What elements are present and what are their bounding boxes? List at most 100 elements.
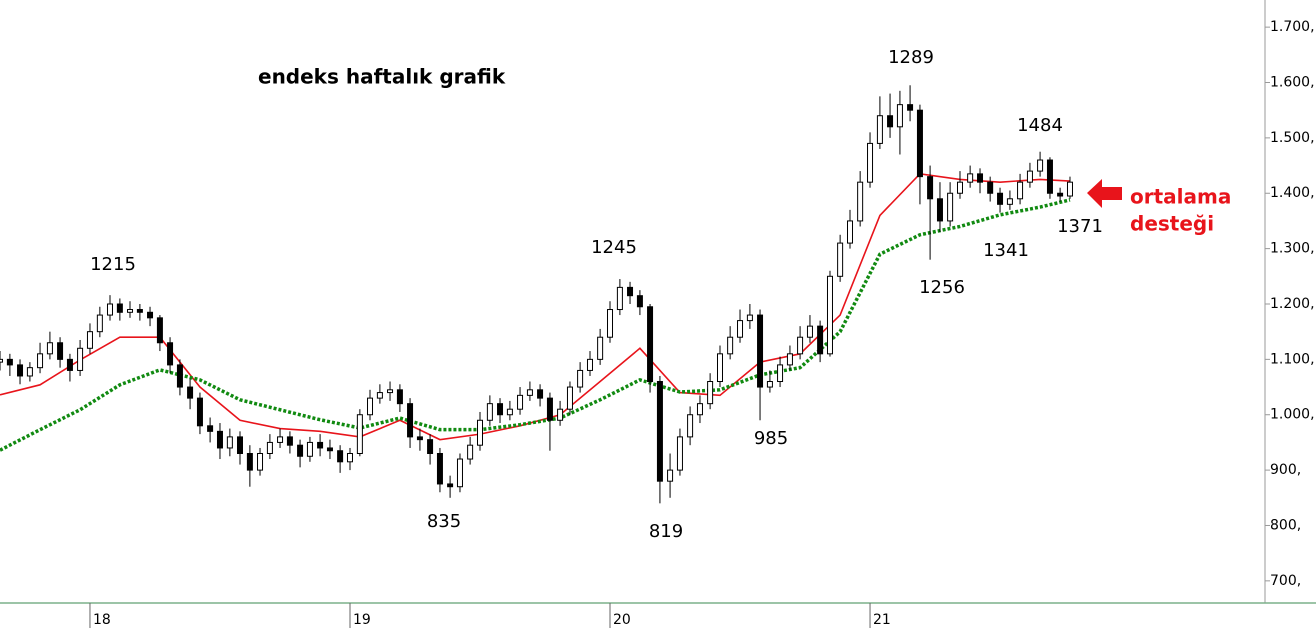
candle-body xyxy=(566,386,573,410)
y-tick-label: 1.700, xyxy=(1270,19,1315,35)
candle-body xyxy=(497,403,504,416)
annotation: 985 xyxy=(754,428,788,449)
candle-body xyxy=(636,295,643,308)
y-tick-label: 1.000, xyxy=(1270,407,1315,423)
candle-body xyxy=(656,381,663,482)
candle-body xyxy=(317,441,324,449)
candle-body xyxy=(817,325,824,355)
candle-body xyxy=(577,369,584,388)
candle-body xyxy=(887,115,894,128)
candle-body xyxy=(1006,198,1013,205)
candle-body xyxy=(37,353,44,369)
candle-body xyxy=(236,436,243,454)
candle-body xyxy=(737,320,744,338)
candle-body xyxy=(216,430,223,449)
candle-body xyxy=(427,439,434,454)
candle-body xyxy=(46,342,53,355)
candle-body xyxy=(947,192,954,222)
candle-body xyxy=(467,444,474,460)
annotation: 1256 xyxy=(919,277,965,298)
candle-body xyxy=(647,306,654,383)
candle-body xyxy=(806,325,813,338)
y-tick-label: 1.100, xyxy=(1270,351,1315,367)
x-tick-label: 20 xyxy=(613,612,631,628)
candle-body xyxy=(416,436,423,441)
candle-body xyxy=(356,414,363,454)
candle-body xyxy=(77,347,84,371)
y-tick-label: 800, xyxy=(1270,517,1301,533)
candle-body xyxy=(956,181,963,194)
candle-body xyxy=(997,192,1004,205)
candle-body xyxy=(967,173,974,183)
candle-body xyxy=(156,317,163,344)
x-tick-label: 19 xyxy=(353,612,371,628)
candle-body xyxy=(746,314,753,322)
candle-body xyxy=(297,444,304,457)
candle-body xyxy=(766,381,773,388)
candle-body xyxy=(676,436,683,471)
candle-body xyxy=(826,275,833,355)
chart-title: endeks haftalık grafik xyxy=(258,65,506,89)
candle-body xyxy=(1057,192,1064,197)
annotation: 1484 xyxy=(1017,115,1063,136)
candle-body xyxy=(96,314,103,333)
arrow xyxy=(1087,179,1122,208)
candle-body xyxy=(436,452,443,485)
candle-body xyxy=(927,176,934,200)
annotation: 1245 xyxy=(591,237,637,258)
candle-body xyxy=(696,403,703,416)
candle-body xyxy=(306,441,313,457)
note: desteği xyxy=(1130,212,1214,236)
candle-body xyxy=(757,314,764,388)
candle-body xyxy=(857,181,864,222)
candle-body xyxy=(337,450,344,463)
annotation: 1289 xyxy=(888,47,934,68)
candle-body xyxy=(456,458,463,488)
candle-body xyxy=(346,452,353,463)
x-tick-label: 18 xyxy=(93,612,111,628)
annotation: 1215 xyxy=(90,254,136,275)
candle-body xyxy=(847,220,854,244)
candle-body xyxy=(627,286,634,297)
candle-body xyxy=(226,436,233,449)
x-tick-label: 21 xyxy=(873,612,891,628)
candle-body xyxy=(127,309,134,313)
annotation: 1341 xyxy=(983,240,1029,261)
candle-body xyxy=(506,408,513,416)
candle-body xyxy=(176,364,183,388)
candle-body xyxy=(447,483,454,488)
candle-body xyxy=(916,109,923,178)
candle-body xyxy=(517,394,524,410)
candle-body xyxy=(896,104,903,128)
candle-body xyxy=(136,309,143,313)
candle-body xyxy=(486,403,493,421)
candle-body xyxy=(557,408,564,421)
candle-body xyxy=(476,419,483,446)
candle-body xyxy=(837,242,844,277)
candle-body xyxy=(1037,159,1044,172)
candle-body xyxy=(147,311,154,319)
candle-body xyxy=(907,104,914,111)
y-tick-label: 1.200, xyxy=(1270,296,1315,312)
candle-body xyxy=(116,303,123,313)
annotation: 819 xyxy=(649,521,683,542)
candle-body xyxy=(707,381,714,405)
candle-body xyxy=(207,425,214,432)
candle-body xyxy=(1017,181,1024,200)
candle-body xyxy=(546,397,553,421)
candle-body xyxy=(1046,159,1053,194)
candle-body xyxy=(66,358,73,371)
candle-body xyxy=(86,331,93,349)
candle-body xyxy=(167,342,174,366)
y-tick-label: 1.400, xyxy=(1270,185,1315,201)
candle-body xyxy=(26,367,33,377)
candle-body xyxy=(616,286,623,311)
annotation: 835 xyxy=(427,511,461,532)
candle-body xyxy=(537,389,544,399)
y-tick-label: 900, xyxy=(1270,462,1301,478)
candle-body xyxy=(286,436,293,446)
candle-body xyxy=(257,452,264,471)
candle-body xyxy=(597,336,604,360)
candle-body xyxy=(987,181,994,194)
